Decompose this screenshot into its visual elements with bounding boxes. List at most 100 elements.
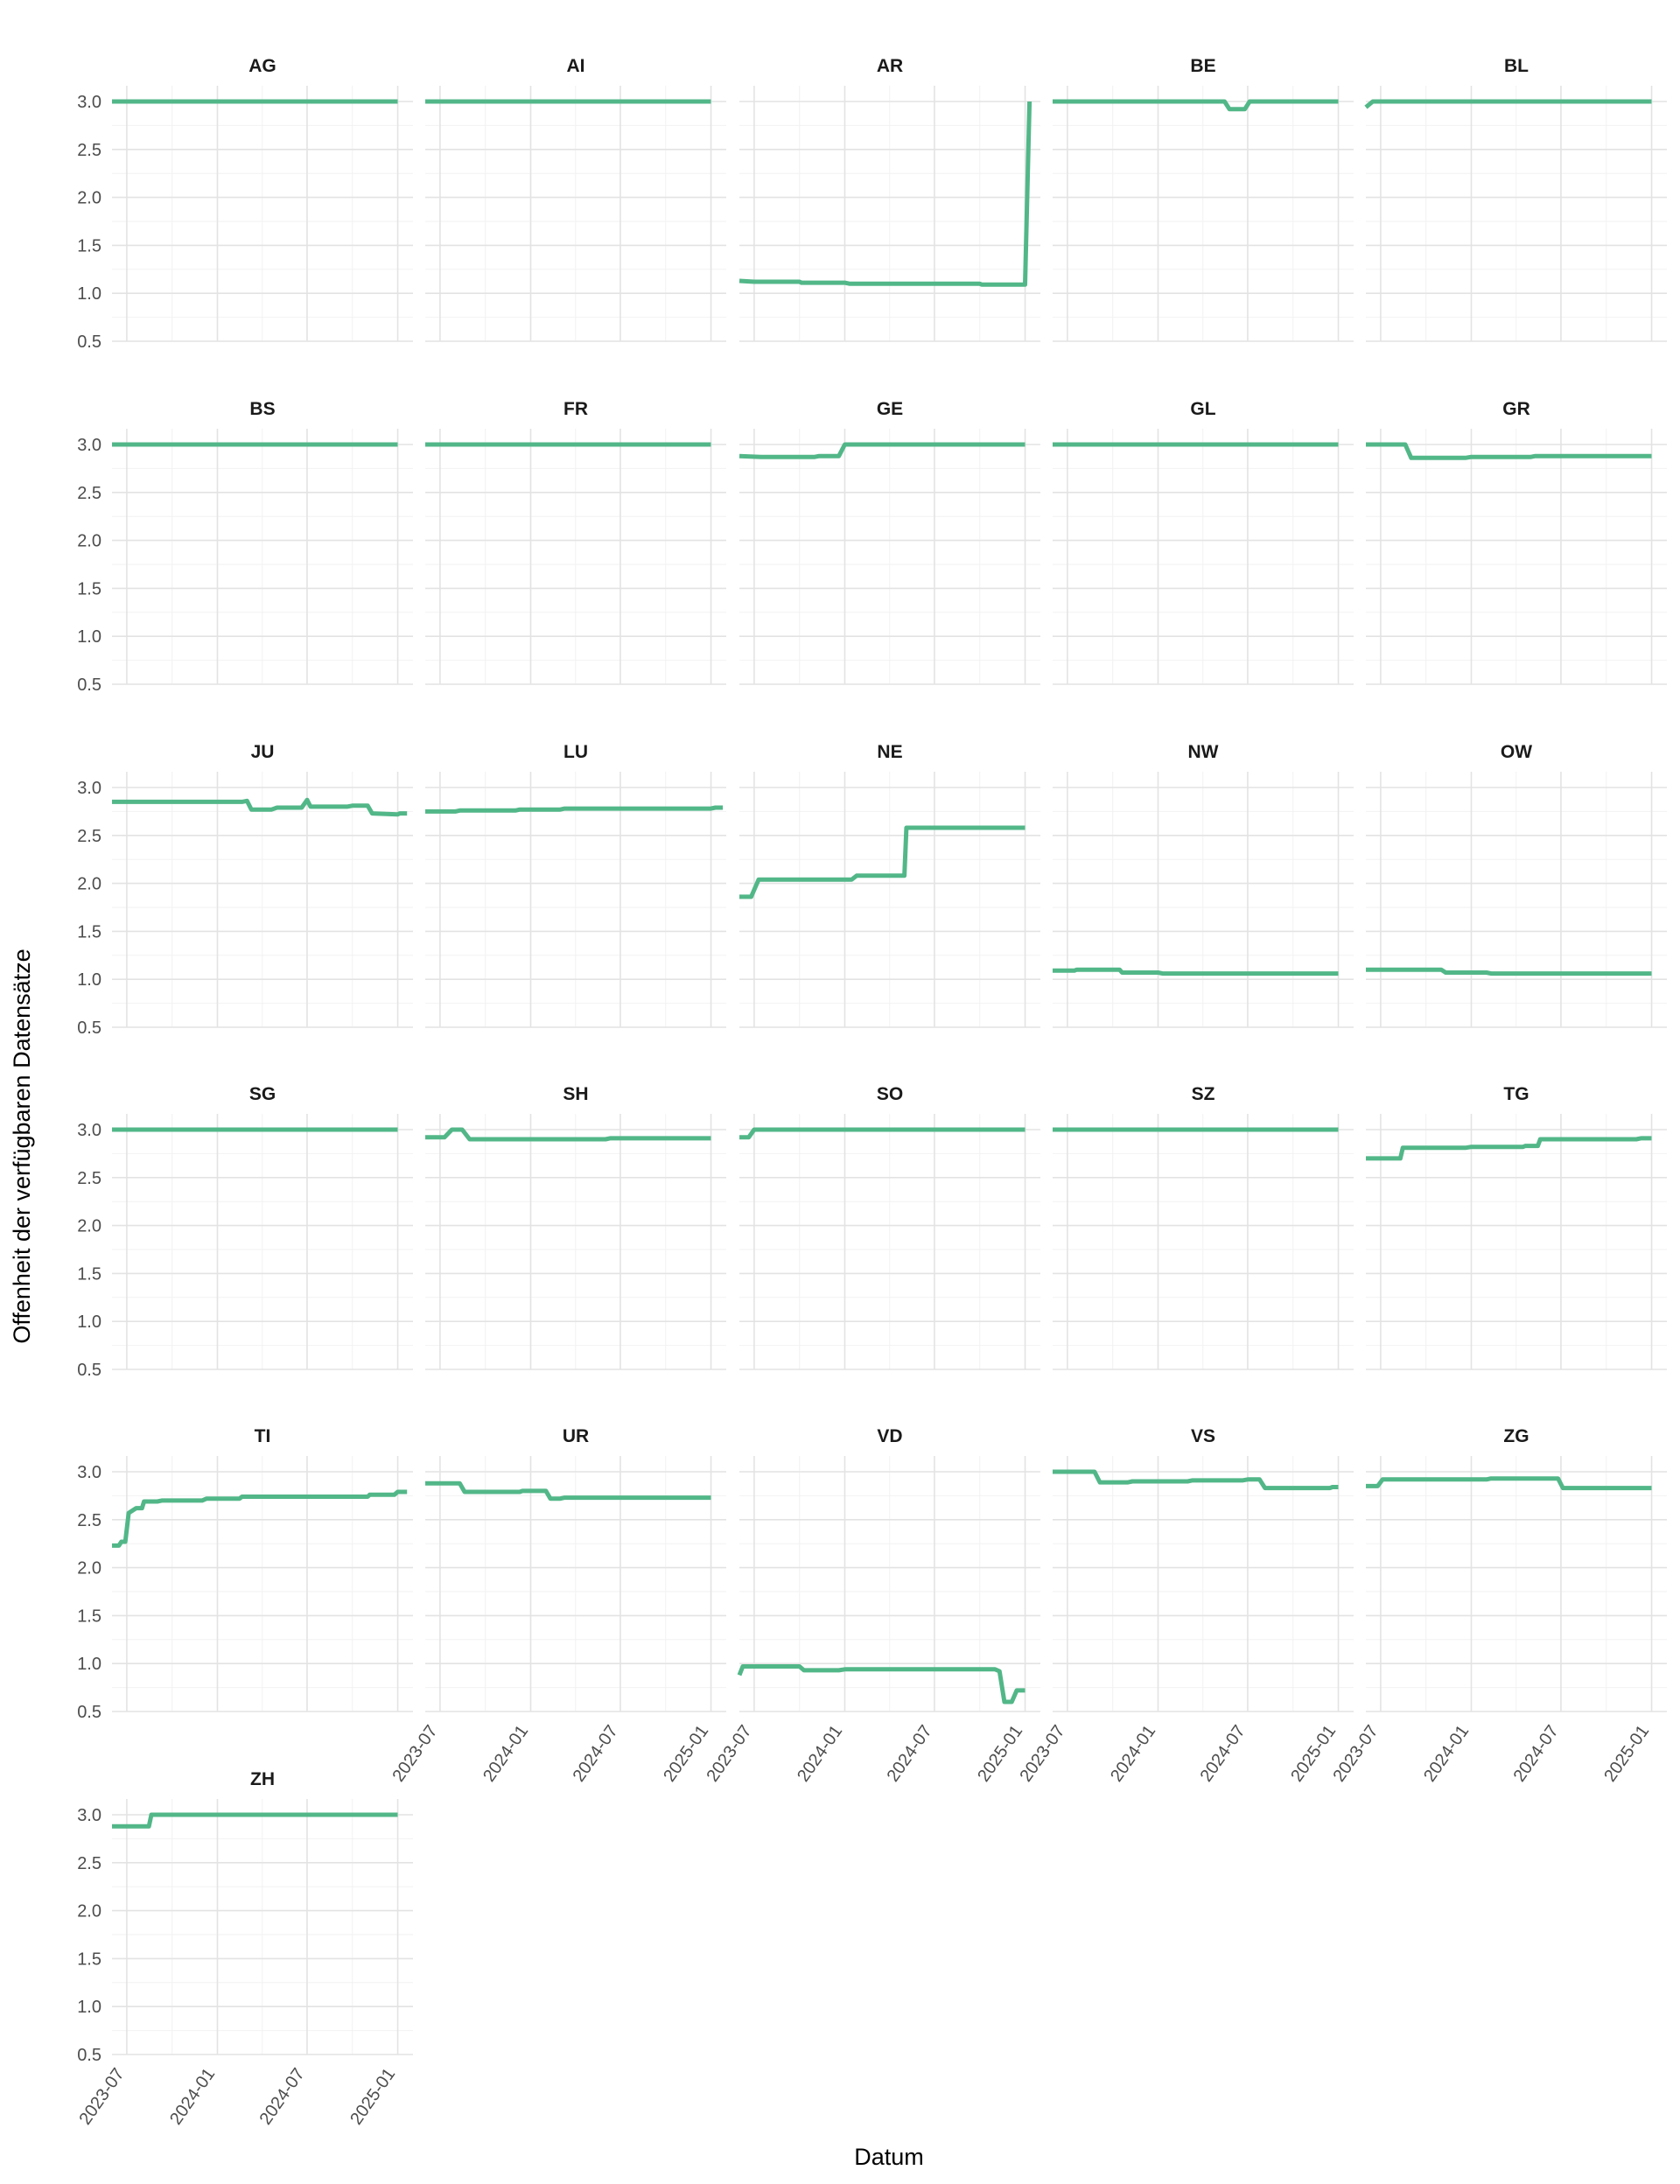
x-tick-label: 2024-07	[1197, 1722, 1250, 1786]
y-tick-label: 1.5	[77, 579, 102, 598]
y-tick-label: 0.5	[77, 332, 102, 352]
x-tick-label: 2024-07	[884, 1722, 936, 1786]
facet-title: SO	[877, 1084, 903, 1104]
facet-panel-be: BE	[1053, 56, 1354, 342]
y-tick-label: 0.5	[77, 1703, 102, 1722]
series-line-tg	[1366, 1136, 1652, 1161]
x-tick-label: 2023-07	[76, 2065, 129, 2129]
facet-panel-gr: GR	[1366, 399, 1667, 685]
facet-title: ZG	[1503, 1426, 1529, 1446]
x-tick-label: 2024-01	[1107, 1722, 1159, 1786]
x-tick-label: 2025-01	[346, 2065, 399, 2129]
facet-title: FR	[564, 399, 588, 419]
facet-title: VS	[1191, 1426, 1215, 1446]
facet-panel-fr: FR	[425, 399, 726, 685]
facet-title: OW	[1501, 742, 1532, 762]
y-tick-label: 2.5	[77, 827, 102, 846]
y-tick-label: 3.0	[77, 1121, 102, 1140]
y-tick-label: 1.0	[77, 284, 102, 304]
facet-title: AR	[877, 56, 903, 76]
x-tick-label: 2024-01	[1420, 1722, 1473, 1786]
facet-title: JU	[251, 742, 275, 762]
facet-panel-ag: AG 0.5 1.0 1.5 2.0 2.5 3.0	[77, 56, 413, 352]
y-tick-label: 1.0	[77, 1655, 102, 1674]
facet-panel-ow: OW	[1366, 742, 1667, 1028]
y-axis-title: Offenheit der verfügbaren Datensätze	[9, 948, 35, 1343]
facet-panel-lu: LU	[425, 742, 726, 1028]
facet-title: VD	[877, 1426, 902, 1446]
facet-title: TG	[1503, 1084, 1529, 1104]
series-line-ar	[738, 101, 1032, 287]
facet-panel-sz: SZ	[1053, 1084, 1354, 1370]
facet-panel-bs: BS 0.5 1.0 1.5 2.0 2.5 3.0	[77, 399, 413, 695]
facet-title: UR	[563, 1426, 589, 1446]
facet-title: BS	[249, 399, 275, 419]
series-line-sh	[425, 1127, 711, 1142]
facet-panel-ti: TI 0.5 1.0 1.5 2.0 2.5 3.0	[77, 1426, 413, 1722]
facet-title: SH	[563, 1084, 588, 1104]
series-line-gr	[1366, 442, 1652, 460]
x-tick-label: 2023-07	[389, 1722, 442, 1786]
y-tick-label: 2.5	[77, 1511, 102, 1530]
facet-title: LU	[564, 742, 588, 762]
x-axis-title: Datum	[854, 2144, 924, 2170]
x-tick-label: 2025-01	[1600, 1722, 1653, 1786]
y-tick-label: 3.0	[77, 1806, 102, 1825]
x-tick-label: 2024-01	[166, 2065, 219, 2129]
x-tick-label: 2024-01	[794, 1722, 846, 1786]
y-tick-label: 3.0	[77, 93, 102, 112]
y-tick-label: 3.0	[77, 1463, 102, 1482]
y-tick-label: 1.5	[77, 1606, 102, 1626]
facet-panel-ge: GE	[738, 399, 1040, 685]
facet-title: NE	[877, 742, 902, 762]
series-line-be	[1053, 99, 1339, 112]
facet-title: NW	[1188, 742, 1219, 762]
x-tick-label: 2024-07	[1510, 1722, 1563, 1786]
series-line-lu	[425, 805, 724, 814]
y-tick-label: 2.5	[77, 484, 102, 503]
facet-title: TI	[255, 1426, 271, 1446]
facet-title: BL	[1504, 56, 1529, 76]
y-tick-label: 2.0	[77, 875, 102, 894]
y-tick-label: 2.0	[77, 1559, 102, 1578]
series-line-ge	[738, 442, 1026, 459]
facet-title: GL	[1190, 399, 1215, 419]
y-tick-label: 0.5	[77, 676, 102, 695]
series-line-ju	[112, 797, 408, 817]
x-tick-label: 2024-07	[570, 1722, 622, 1786]
facet-title: SZ	[1192, 1084, 1215, 1104]
y-tick-label: 1.5	[77, 1264, 102, 1284]
facet-panel-sh: SH	[425, 1084, 726, 1370]
facet-panel-ai: AI	[425, 56, 726, 342]
y-tick-label: 2.0	[77, 189, 102, 208]
facet-panel-ju: JU 0.5 1.0 1.5 2.0 2.5 3.0	[77, 742, 413, 1038]
y-tick-label: 3.0	[77, 779, 102, 798]
facet-panel-tg: TG	[1366, 1084, 1667, 1370]
facet-title: BE	[1190, 56, 1215, 76]
series-line-zh	[112, 1812, 398, 1829]
series-line-nw	[1053, 967, 1339, 976]
facet-panel-zh: ZH 0.5 1.0 1.5 2.0 2.5 3.0 2023-07 2024-01 2024-0…	[76, 1769, 413, 2128]
facet-panel-ne: NE	[739, 742, 1040, 1028]
y-tick-label: 1.5	[77, 922, 102, 942]
facet-title: AI	[567, 56, 585, 76]
series-line-ow	[1366, 967, 1652, 976]
x-tick-label: 2023-07	[704, 1722, 756, 1786]
y-tick-label: 1.0	[77, 1312, 102, 1332]
facet-title: AG	[248, 56, 276, 76]
series-line-vs	[1053, 1469, 1339, 1491]
series-line-ne	[739, 825, 1026, 900]
y-tick-label: 2.0	[77, 532, 102, 551]
x-tick-label: 2024-07	[256, 2065, 309, 2129]
series-line-so	[739, 1127, 1026, 1140]
facet-panel-gl: GL	[1053, 399, 1354, 685]
facet-title: GE	[877, 399, 903, 419]
series-line-zg	[1366, 1476, 1652, 1491]
facet-title: SG	[249, 1084, 276, 1104]
y-tick-label: 1.5	[77, 1950, 102, 1969]
facet-panels: AG 0.5 1.0 1.5 2.0 2.5 3.0 AI AR BE BL BS 0.5 1.0 1.5 2…	[76, 56, 1667, 2128]
facet-title: GR	[1502, 399, 1530, 419]
facet-panel-bl: BL	[1364, 56, 1667, 342]
